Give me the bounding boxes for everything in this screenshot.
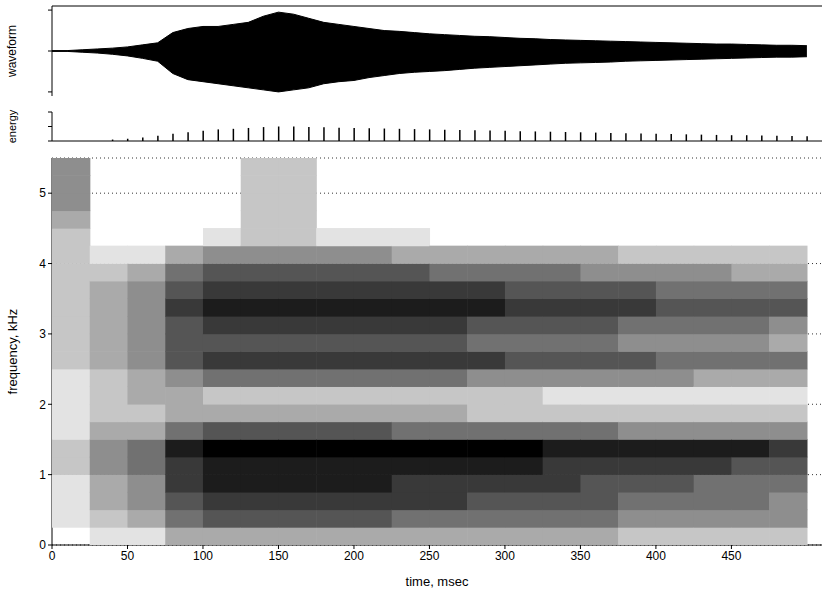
- svg-text:350: 350: [570, 549, 590, 563]
- svg-text:2: 2: [39, 398, 46, 412]
- svg-text:250: 250: [419, 549, 439, 563]
- svg-text:300: 300: [495, 549, 515, 563]
- svg-text:3: 3: [39, 327, 46, 341]
- svg-text:0: 0: [39, 538, 46, 552]
- svg-text:time, msec: time, msec: [406, 574, 469, 589]
- svg-text:150: 150: [268, 549, 288, 563]
- svg-text:50: 50: [121, 549, 135, 563]
- svg-text:frequency, kHz: frequency, kHz: [5, 309, 20, 395]
- svg-text:1: 1: [39, 468, 46, 482]
- svg-text:waveform: waveform: [5, 25, 19, 78]
- svg-text:200: 200: [344, 549, 364, 563]
- svg-text:450: 450: [721, 549, 741, 563]
- svg-text:400: 400: [646, 549, 666, 563]
- svg-text:100: 100: [193, 549, 213, 563]
- svg-text:energy: energy: [6, 109, 18, 143]
- svg-text:0: 0: [49, 549, 56, 563]
- svg-text:4: 4: [39, 257, 46, 271]
- svg-text:5: 5: [39, 186, 46, 200]
